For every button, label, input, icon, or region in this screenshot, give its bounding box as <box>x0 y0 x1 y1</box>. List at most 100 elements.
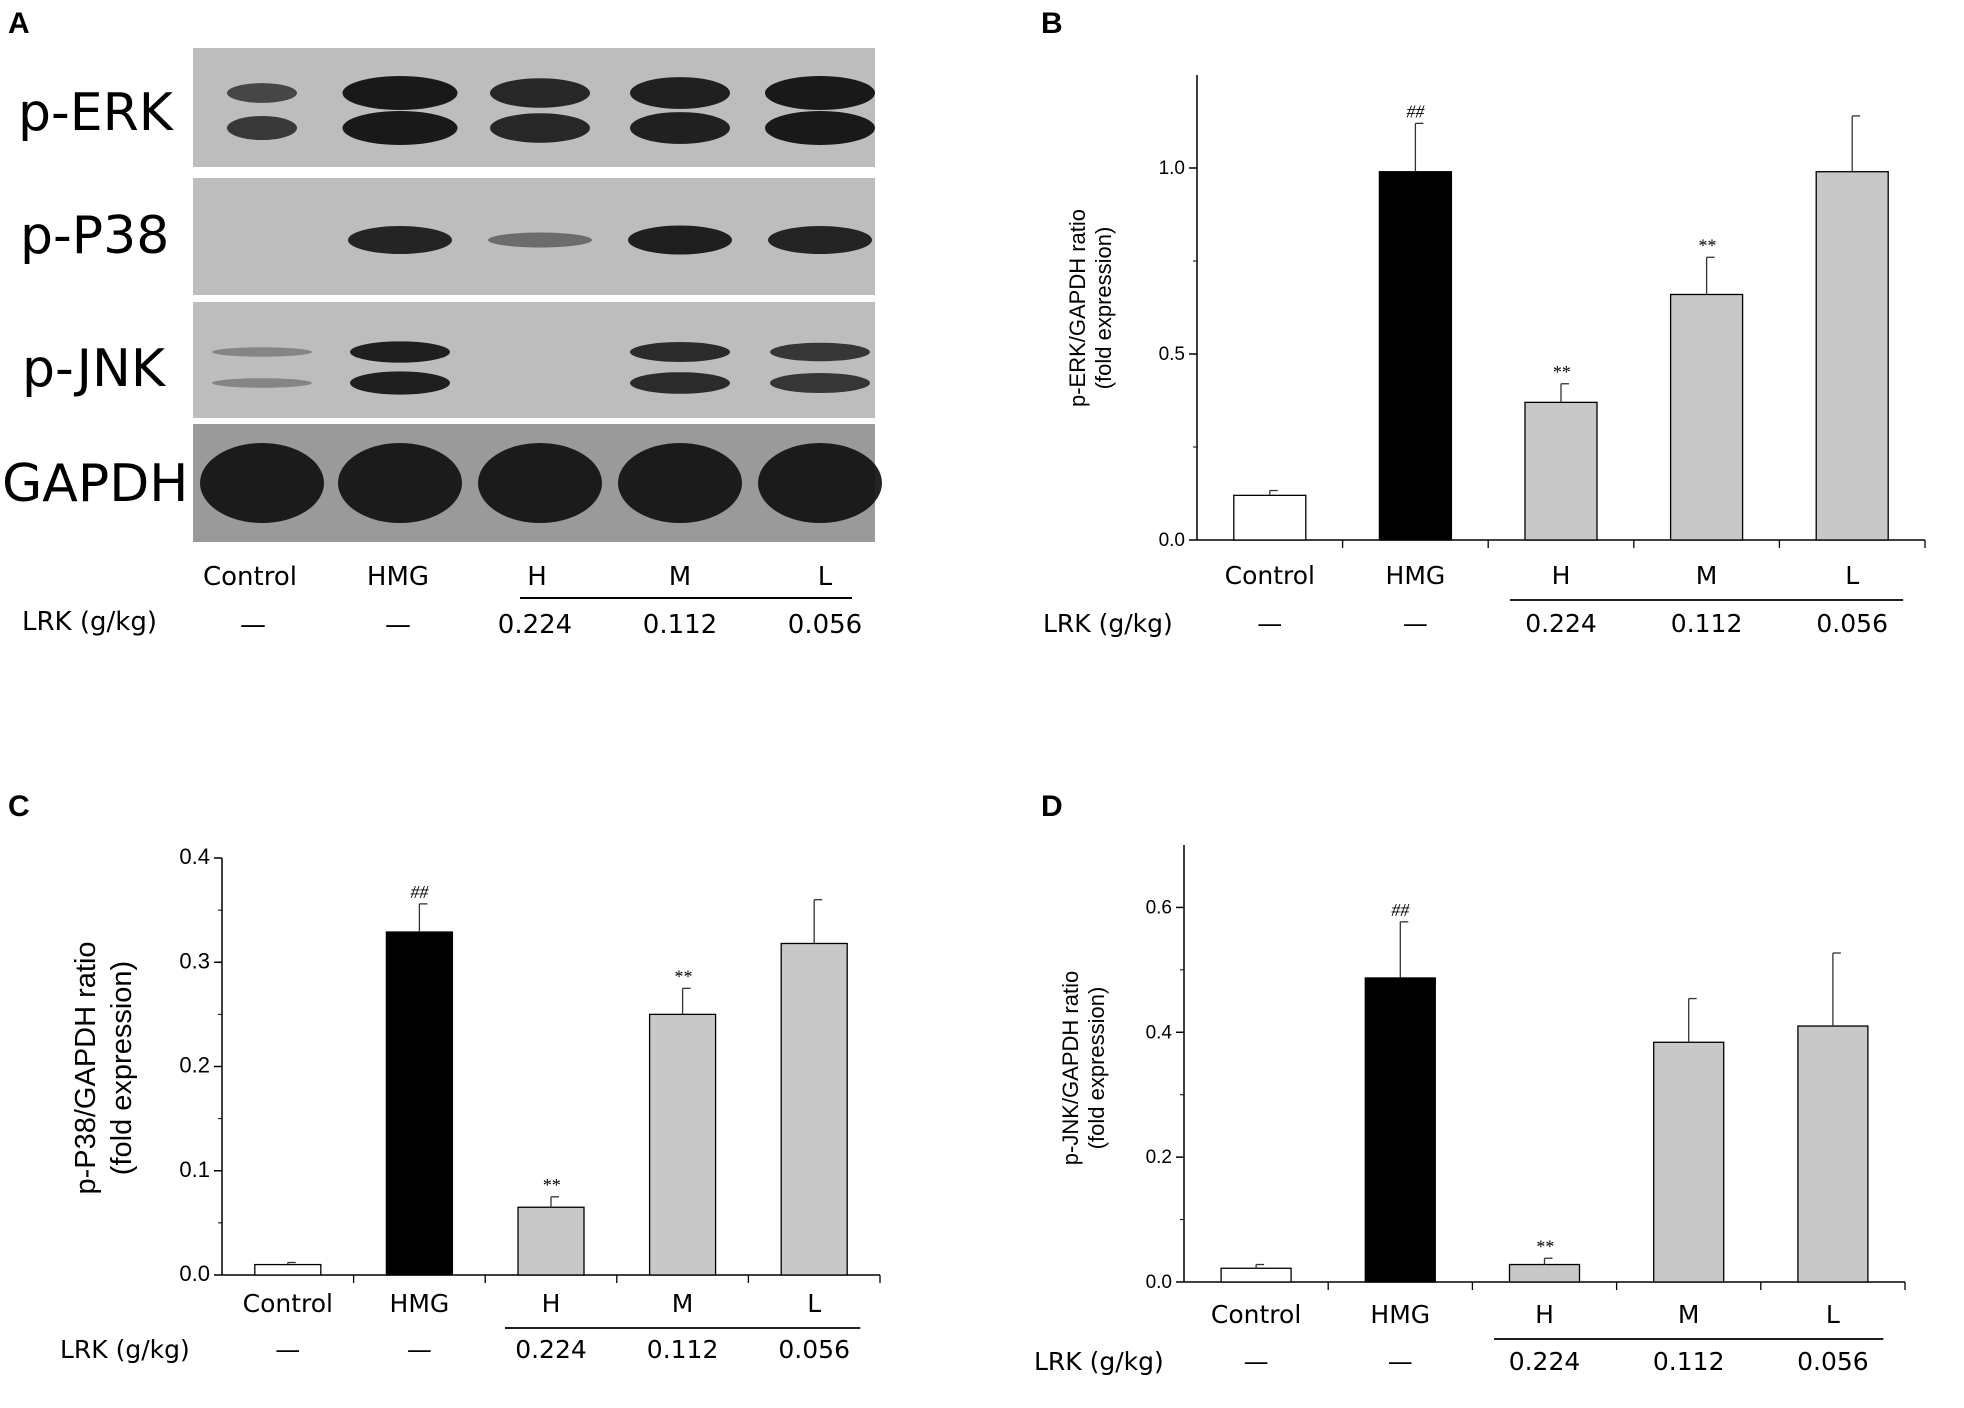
chart-p-jnk: 0.0 0.2 0.4 0.6 Control — ## HMG — ** H 0.224 M 0.112… <box>1034 845 1906 1376</box>
bar-l <box>1797 1025 1869 1283</box>
blot-band <box>488 232 592 248</box>
blot-band <box>227 83 297 103</box>
blot-band <box>630 112 730 144</box>
dose-value: 0.056 <box>1797 1347 1869 1376</box>
y-axis-label: p-JNK/GAPDH ratio(fold expression) <box>1058 971 1109 1165</box>
blot-band <box>758 443 882 523</box>
significance-mark: ** <box>1698 235 1716 255</box>
x-category-label: H <box>542 1289 561 1318</box>
y-tick-label: 0.4 <box>1146 1022 1173 1043</box>
group-label: H <box>527 562 547 592</box>
bar-m <box>1669 293 1744 541</box>
x-category-label: HMG <box>390 1289 450 1318</box>
x-category-label: L <box>1845 561 1859 590</box>
y-tick-label: 0.0 <box>1146 1272 1172 1293</box>
dose-value: 0.224 <box>1509 1347 1581 1376</box>
y-tick-label: 0.0 <box>1159 530 1185 551</box>
blot-band <box>490 78 590 108</box>
y-tick-label: 0.4 <box>179 844 210 869</box>
bar-hmg <box>1378 171 1453 541</box>
dose-value: — <box>1257 609 1282 638</box>
blot-band <box>350 371 450 395</box>
dose-value: 0.224 <box>515 1335 587 1364</box>
blot-band <box>478 443 602 523</box>
x-category-label: H <box>1535 1300 1554 1329</box>
x-category-label: M <box>672 1289 694 1318</box>
dose-value: 0.112 <box>1653 1347 1725 1376</box>
bar-l <box>1815 171 1889 541</box>
y-tick-label: 0.0 <box>179 1261 210 1286</box>
significance-mark: ** <box>542 1175 560 1195</box>
dose-value: — <box>407 1335 432 1364</box>
dose-value: — <box>275 1335 300 1364</box>
y-tick-label: 0.2 <box>1146 1147 1172 1168</box>
significance-mark: ## <box>1406 101 1425 121</box>
blot-band <box>350 341 450 363</box>
y-axis-label: p-P38/GAPDH ratio (fold expression) <box>70 941 138 1194</box>
significance-mark: ** <box>1536 1236 1554 1256</box>
dose-axis-label: LRK (g/kg) <box>22 607 157 637</box>
group-label: HMG <box>367 562 429 592</box>
bar-m <box>648 1013 717 1276</box>
x-category-label: H <box>1552 561 1571 590</box>
dose-value: 0.224 <box>498 610 572 640</box>
y-tick-label: 0.2 <box>179 1053 210 1078</box>
dose-value: 0.056 <box>1816 609 1888 638</box>
x-category-label: Control <box>1211 1300 1301 1329</box>
blot-band <box>630 77 730 109</box>
dose-value: — <box>385 610 411 640</box>
bar-control <box>1233 494 1307 541</box>
dose-axis-label: LRK (g/kg) <box>1043 609 1173 638</box>
panel-label-b: B <box>1041 7 1063 40</box>
bar-m <box>1653 1041 1725 1283</box>
blot-group-labels: Control HMG H M L LRK (g/kg) — — 0.224 0.112 0.056 <box>22 562 862 640</box>
blot-band <box>227 115 297 141</box>
dose-axis-label: LRK (g/kg) <box>1034 1347 1164 1376</box>
blot-band <box>342 111 458 145</box>
dose-value: 0.056 <box>788 610 862 640</box>
bar-hmg <box>1364 977 1436 1283</box>
blot-band <box>765 76 875 110</box>
x-category-label: HMG <box>1386 561 1446 590</box>
group-label: Control <box>203 562 297 592</box>
dose-value: — <box>1244 1347 1269 1376</box>
chart-p-p38: 0.0 0.1 0.2 0.3 0.4 Control — ## HMG — ** H 0.224 ** M… <box>60 844 881 1364</box>
significance-mark: ** <box>1552 362 1570 382</box>
blot-band <box>200 443 324 523</box>
group-label: L <box>818 562 833 592</box>
x-category-label: L <box>807 1289 821 1318</box>
blot-band <box>628 225 732 255</box>
y-axis-label-line: p-JNK/GAPDH ratio <box>1058 971 1083 1165</box>
bar-hmg <box>385 931 454 1276</box>
y-tick-label: 0.6 <box>1146 897 1172 918</box>
y-axis-label-line: (fold expression) <box>1084 987 1109 1150</box>
significance-mark: ** <box>674 966 692 986</box>
blot-band <box>770 373 870 393</box>
panel-label-c: C <box>8 790 30 823</box>
y-axis-label-line: (fold expression) <box>1091 227 1116 390</box>
blot-strip-p-jnk <box>193 302 875 418</box>
blot-band <box>212 378 312 388</box>
bar-control <box>1220 1267 1292 1283</box>
dose-value: 0.112 <box>647 1335 719 1364</box>
blot-label-p-jnk: p-JNK <box>22 339 167 399</box>
dose-axis-label: LRK (g/kg) <box>60 1335 190 1364</box>
blot-strip-p-p38 <box>193 178 875 295</box>
dose-value: 0.112 <box>643 610 717 640</box>
blot-band <box>490 113 590 143</box>
dose-value: 0.056 <box>778 1335 850 1364</box>
x-category-label: M <box>1696 561 1718 590</box>
blot-band <box>338 443 462 523</box>
blot-band <box>630 342 730 362</box>
blot-band <box>630 372 730 394</box>
blot-band <box>768 226 872 254</box>
dose-value: 0.224 <box>1525 609 1597 638</box>
blot-label-p-erk: p-ERK <box>18 83 175 143</box>
panel-label-d: D <box>1041 790 1063 823</box>
y-axis-label-line: p-P38/GAPDH ratio <box>70 941 102 1194</box>
y-tick-label: 1.0 <box>1159 158 1185 179</box>
x-category-label: M <box>1678 1300 1700 1329</box>
y-tick-label: 0.5 <box>1159 344 1185 365</box>
blot-band <box>348 226 452 254</box>
panel-label-a: A <box>8 7 30 40</box>
